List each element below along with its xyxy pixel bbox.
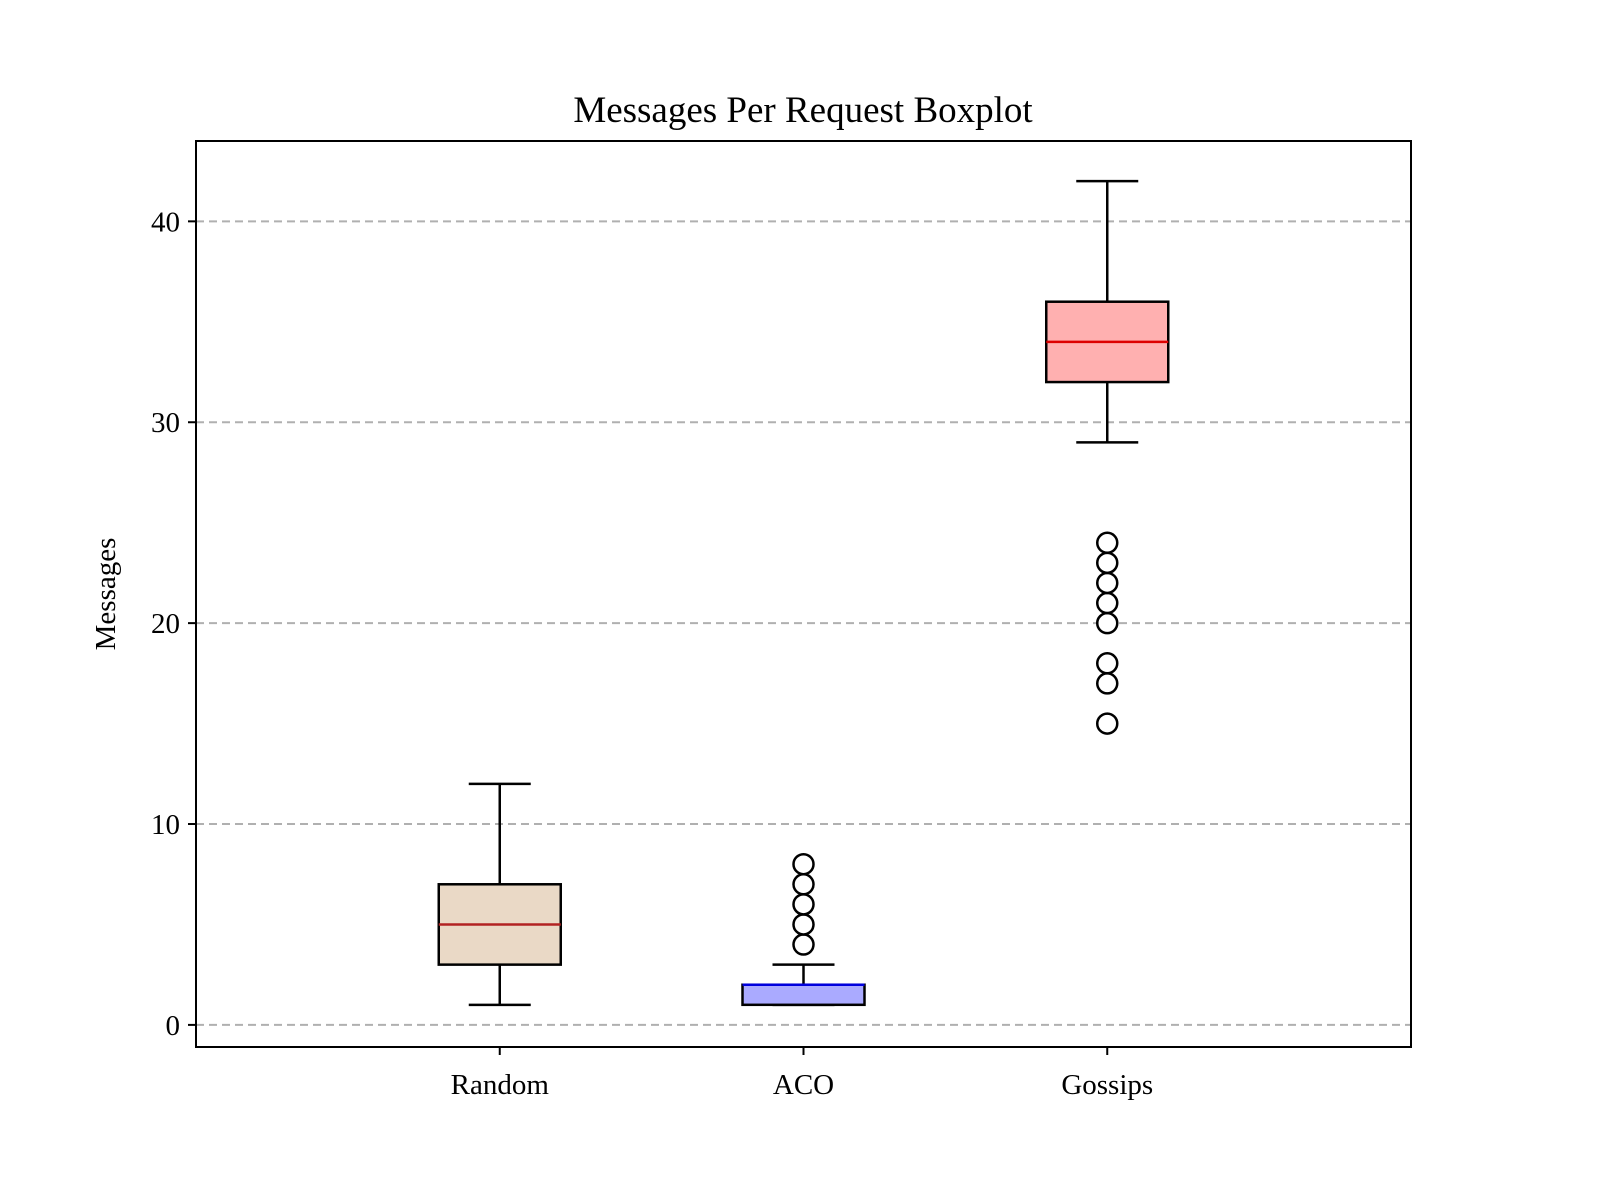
- box-aco: [741, 852, 866, 1007]
- box-gossips: [1045, 179, 1170, 735]
- grid-lines: [196, 220, 1411, 1026]
- outlier-point: [1096, 571, 1119, 595]
- outlier-point: [792, 873, 815, 896]
- y-tick-label: 30: [151, 407, 180, 439]
- y-tick-label: 40: [151, 206, 180, 238]
- x-axis-ticks: Random ACO Gossips: [451, 1047, 1153, 1101]
- iqr-box: [741, 983, 866, 1007]
- y-axis-ticks: 0 10 20 30 40: [151, 206, 196, 1042]
- outlier-point: [792, 893, 815, 916]
- boxes: [437, 179, 1170, 1007]
- outlier-point: [1096, 551, 1119, 575]
- x-tick-label: Gossips: [1061, 1069, 1153, 1101]
- outlier-point: [1096, 611, 1119, 635]
- y-tick-label: 10: [151, 809, 180, 841]
- outlier-point: [1096, 591, 1119, 615]
- outlier-point: [1096, 672, 1119, 695]
- outlier-point: [1096, 712, 1119, 735]
- outlier-point: [1096, 652, 1119, 675]
- y-tick-label: 0: [166, 1010, 181, 1042]
- x-tick-label: ACO: [773, 1069, 834, 1101]
- box-random: [437, 782, 562, 1007]
- outlier-point: [792, 852, 815, 876]
- y-tick-label: 20: [151, 608, 180, 640]
- outlier-point: [792, 913, 815, 936]
- outlier-point: [792, 933, 815, 956]
- outlier-point: [1096, 531, 1119, 555]
- chart-title: Messages Per Request Boxplot: [573, 90, 1033, 131]
- y-axis-label: Messages: [90, 538, 122, 651]
- x-tick-label: Random: [451, 1069, 550, 1101]
